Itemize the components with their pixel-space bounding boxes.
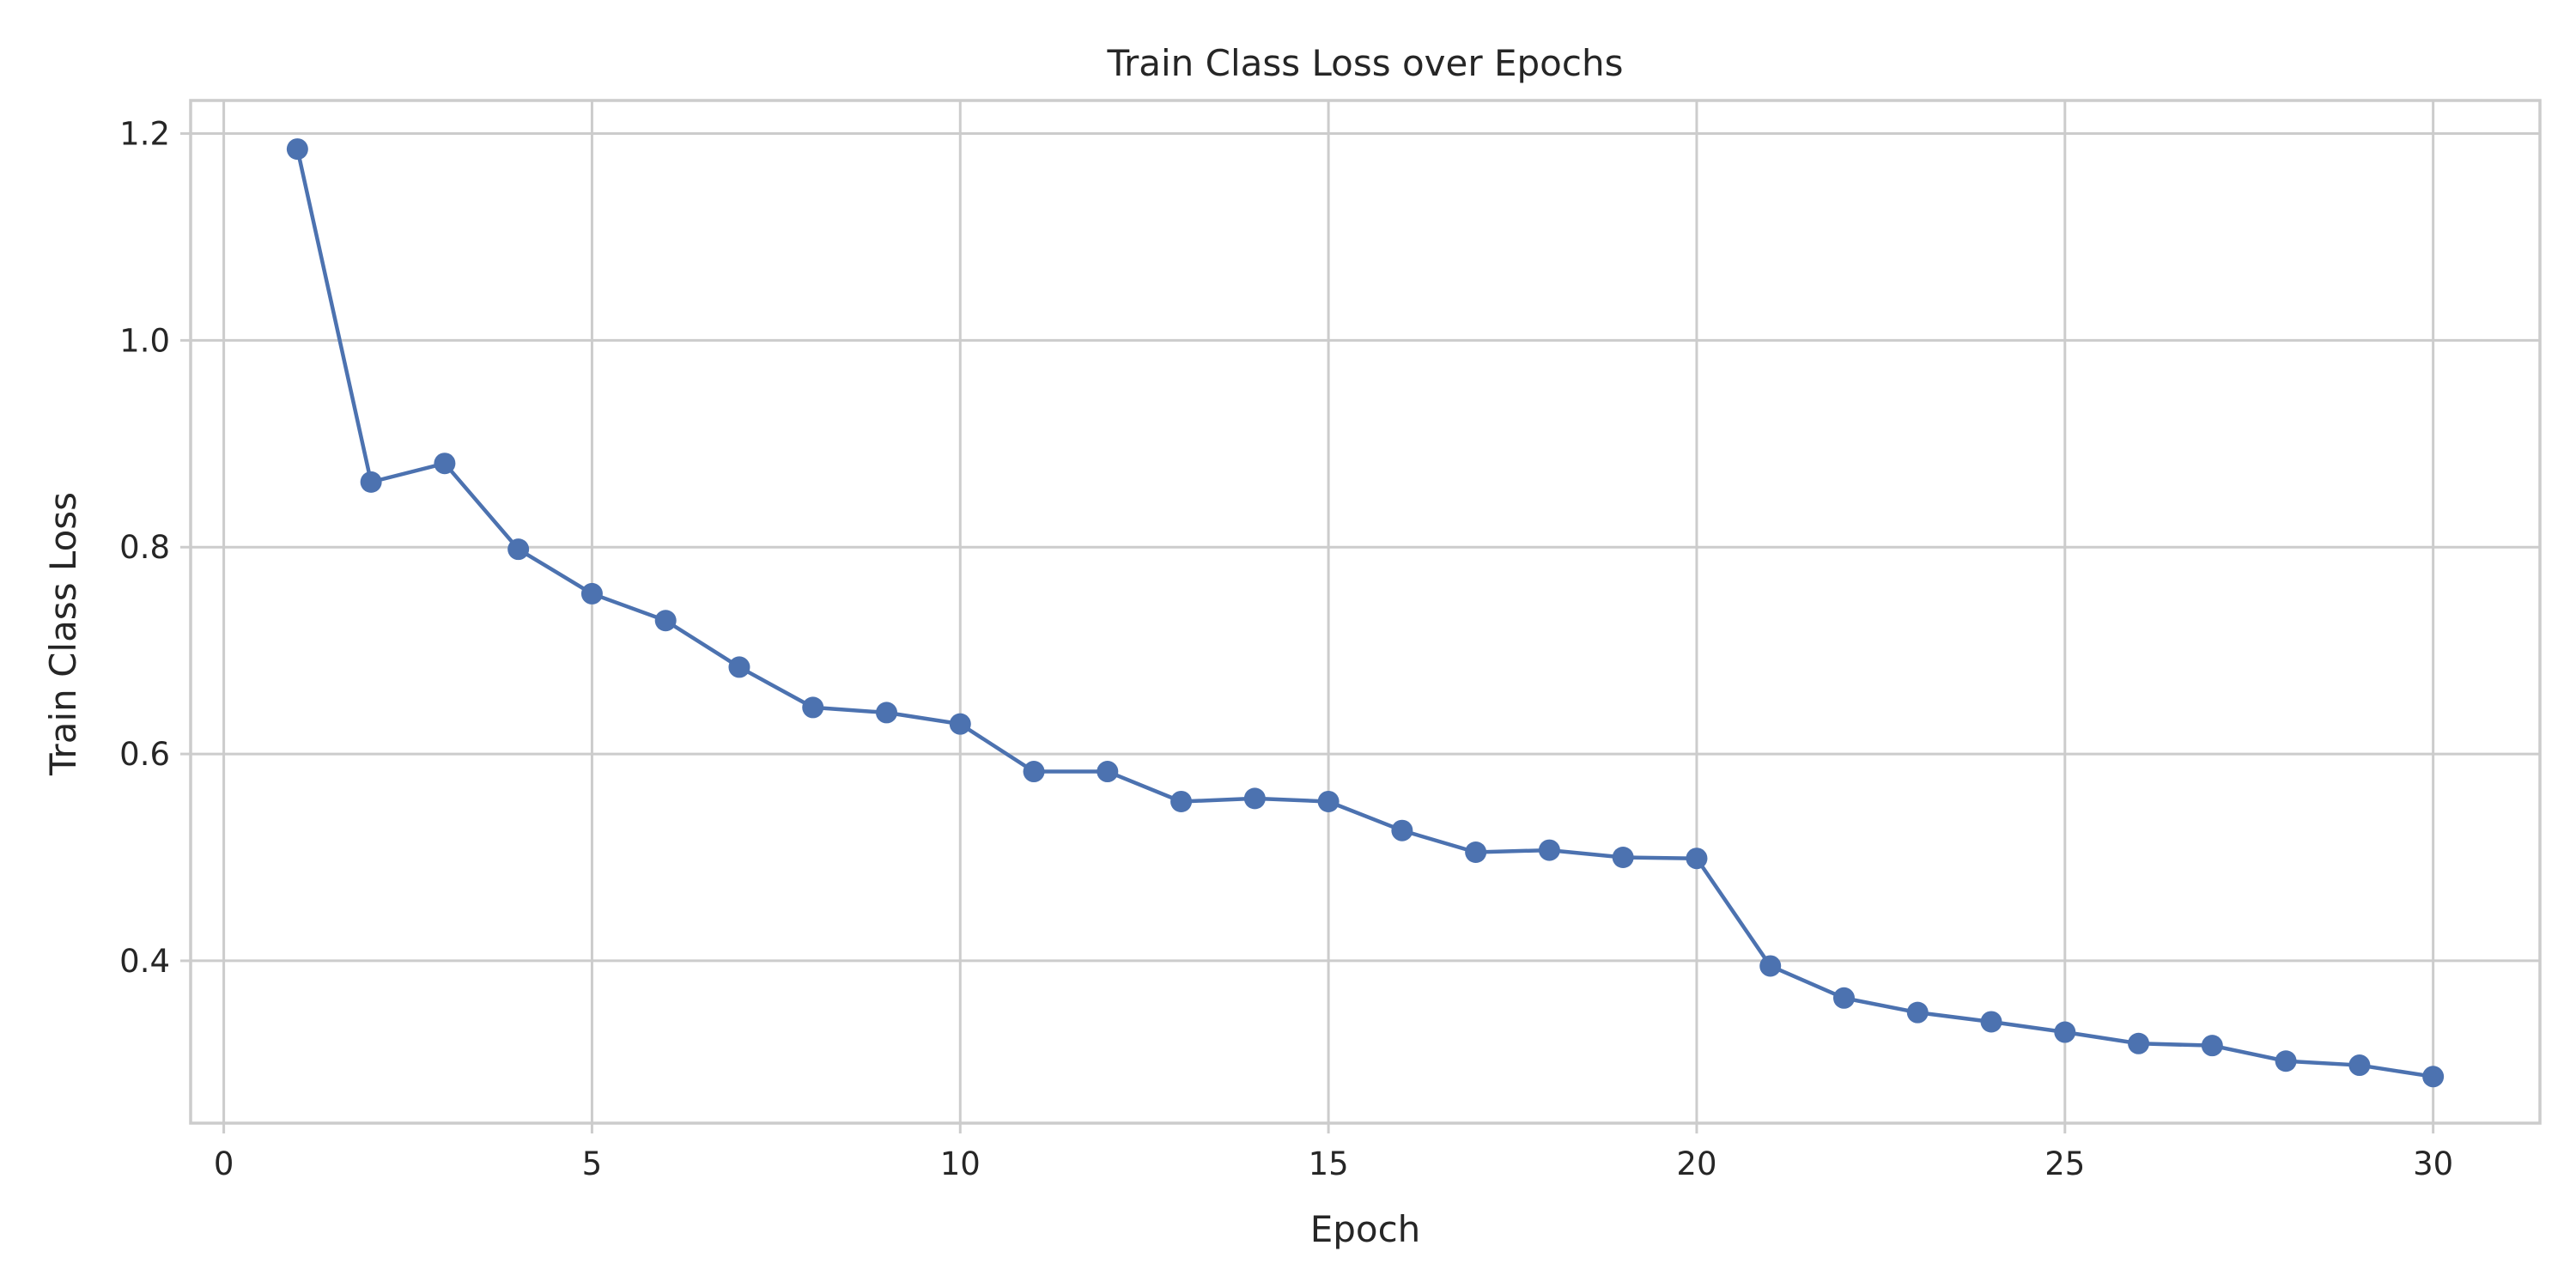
data-point <box>580 582 603 605</box>
y-tick-label: 0.6 <box>119 736 170 773</box>
x-tick-label: 5 <box>582 1145 603 1182</box>
data-point <box>1686 848 1708 870</box>
data-point <box>360 471 382 493</box>
data-point <box>434 453 456 475</box>
data-point <box>1243 787 1266 810</box>
x-tick-label: 20 <box>1676 1145 1716 1182</box>
x-tick-label: 25 <box>2044 1145 2085 1182</box>
data-point <box>1170 790 1193 812</box>
y-tick-label: 1.0 <box>119 322 170 359</box>
data-point <box>1832 987 1855 1009</box>
data-point <box>507 538 530 561</box>
data-point <box>1023 761 1045 783</box>
data-point <box>654 610 677 632</box>
data-point <box>1465 841 1487 863</box>
data-point <box>2128 1032 2150 1054</box>
data-point <box>802 696 824 719</box>
data-point <box>728 656 750 678</box>
y-tick-label: 0.8 <box>119 529 170 566</box>
data-point <box>2054 1021 2076 1043</box>
plot-frame <box>189 99 2542 1125</box>
series-layer <box>286 138 2445 1088</box>
data-point <box>1612 847 1634 869</box>
data-point <box>286 138 308 161</box>
chart-title: Train Class Loss over Epochs <box>1107 42 1624 84</box>
grid <box>191 100 2540 1123</box>
data-point <box>1391 819 1413 841</box>
y-axis-label: Train Class Loss <box>42 492 84 776</box>
series-line <box>295 149 2433 1079</box>
data-point <box>2422 1066 2445 1088</box>
data-point <box>2201 1035 2223 1057</box>
data-point <box>2275 1050 2297 1072</box>
y-tick-label: 0.4 <box>119 943 170 980</box>
x-tick-label: 10 <box>940 1145 981 1182</box>
x-tick-label: 15 <box>1309 1145 1349 1182</box>
data-point <box>949 713 971 735</box>
y-tick-label: 1.2 <box>119 116 170 153</box>
data-point <box>2348 1054 2371 1077</box>
axis-ticks: 0 5 10 15 20 25 30 0.4 0.6 0.8 1.0 1.2 <box>119 116 2453 1182</box>
x-axis-label: Epoch <box>1310 1208 1421 1250</box>
x-tick-label: 30 <box>2413 1145 2453 1182</box>
data-point <box>1759 955 1782 977</box>
data-point <box>1538 839 1560 861</box>
data-point <box>1980 1011 2002 1033</box>
data-point <box>1097 761 1119 783</box>
data-point <box>876 702 898 724</box>
data-point <box>1317 790 1340 812</box>
data-point <box>1906 1001 1929 1024</box>
x-tick-label: 0 <box>214 1145 234 1182</box>
